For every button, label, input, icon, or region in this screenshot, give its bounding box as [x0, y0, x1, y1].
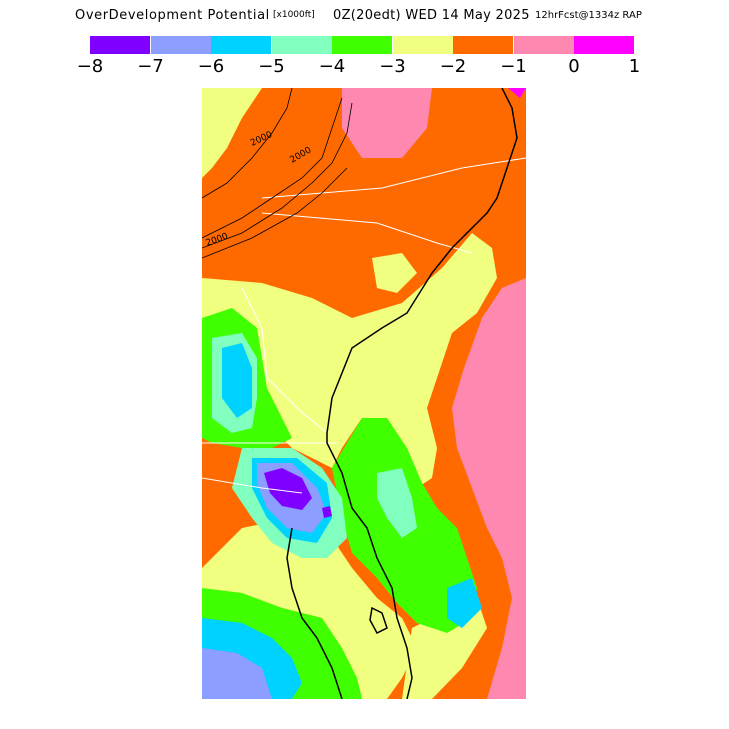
field-yellow-south — [202, 518, 417, 699]
field-purple-core — [264, 468, 312, 510]
state-boundaries — [202, 157, 526, 494]
field-pink-east — [452, 278, 526, 699]
title-main: OverDevelopment Potential — [75, 8, 270, 23]
legend-swatch — [453, 36, 513, 54]
field-magenta — [508, 88, 526, 98]
map-svg: 2000 2000 2000 — [202, 88, 526, 699]
legend-tick-label: −8 — [76, 56, 104, 77]
legend-tick-label: −1 — [500, 56, 527, 77]
title-units: [x1000ft] — [273, 10, 315, 20]
legend-tick-label: −7 — [137, 56, 164, 77]
title-valid-time: 0Z(20edt) WED 14 May 2025 — [333, 8, 530, 23]
field-purple-dot — [322, 506, 332, 518]
field-yellow-nw — [202, 88, 262, 178]
legend-swatch — [150, 36, 211, 54]
field-cyan-east — [447, 578, 482, 628]
legend-tick-label: 1 — [628, 56, 641, 77]
chart-title: OverDevelopment Potential [x1000ft] 0Z(2… — [0, 8, 729, 26]
legend-tick-label: −5 — [258, 56, 285, 77]
legend-tick-label: −2 — [439, 56, 467, 77]
legend-swatch — [332, 36, 392, 54]
map-panel: 2000 2000 2000 — [202, 88, 526, 699]
color-legend — [90, 36, 636, 54]
legend-swatch — [513, 36, 574, 54]
field-periwinkle-sw — [202, 648, 272, 699]
legend-tick-label: −6 — [197, 56, 225, 77]
legend-swatch — [392, 36, 453, 54]
legend-tick-label: −3 — [379, 56, 406, 77]
legend-tick-label: 0 — [568, 56, 580, 77]
contour-lines — [202, 88, 353, 259]
legend-tick-label: −4 — [318, 56, 346, 77]
legend-swatch — [90, 36, 150, 54]
title-forecast: 12hrFcst@1334z RAP — [535, 10, 642, 21]
legend-swatch — [271, 36, 332, 54]
field-mint-central — [377, 468, 417, 538]
legend-swatch — [574, 36, 634, 54]
field-yellow-blob — [372, 253, 417, 293]
field-cyan-west — [222, 343, 252, 418]
coastline — [286, 88, 518, 699]
field-pink-north — [342, 88, 432, 158]
legend-swatch — [211, 36, 271, 54]
